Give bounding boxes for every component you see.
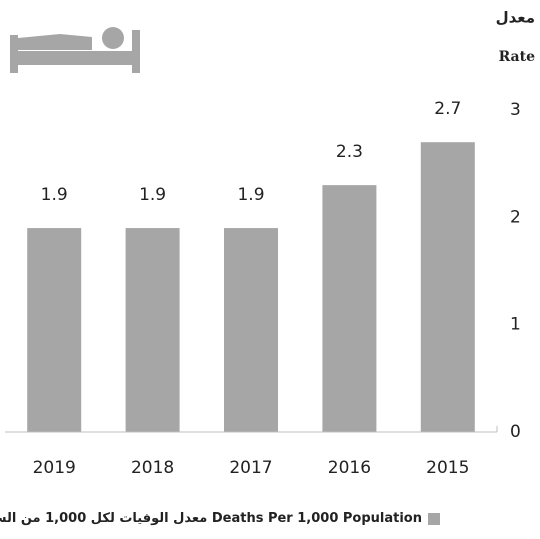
y-tick-label: 2 [510,207,521,227]
value-label: 1.9 [139,185,166,205]
legend-swatch [428,512,440,525]
bar [224,228,278,432]
y-tick-label: 3 [510,100,521,120]
y-tick-label: 0 [510,422,521,442]
value-label: 1.9 [41,185,68,205]
bar [125,228,180,432]
y-axis-title: Rate [499,49,535,65]
bar [322,185,377,432]
value-label: 2.7 [434,99,461,119]
y-axis-title-ar: معدل [496,9,535,27]
bar [420,142,475,432]
y-tick-label: 1 [510,315,521,335]
value-label: 2.3 [336,142,363,162]
x-tick-label: 2017 [229,458,272,478]
x-tick-label: 2016 [328,458,371,478]
bar [27,228,82,432]
x-tick-label: 2019 [33,458,76,478]
x-tick-label: 2018 [131,458,174,478]
bed-icon [10,27,140,73]
x-tick-label: 2015 [426,458,469,478]
value-label: 1.9 [237,185,264,205]
legend: Deaths Per 1,000 Population معدل الوفيات… [0,511,440,526]
legend-label: Deaths Per 1,000 Population معدل الوفيات… [0,511,422,526]
